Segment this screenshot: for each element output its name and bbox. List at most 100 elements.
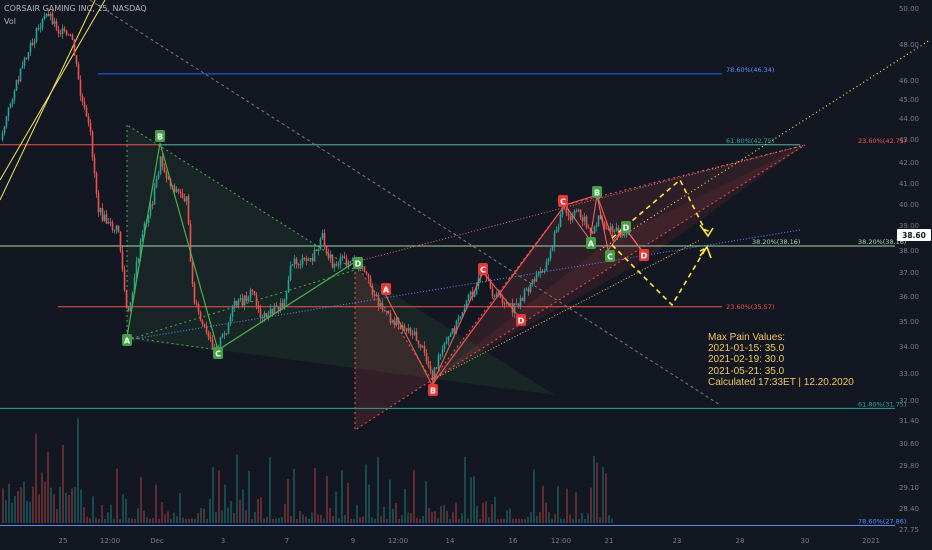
volume-bar [239, 499, 241, 523]
candle-body [291, 264, 294, 266]
candle-body [331, 254, 334, 268]
volume-bar [320, 514, 322, 523]
candle-body [365, 271, 368, 275]
volume-bar [500, 518, 502, 523]
candle-body [113, 229, 116, 231]
volume-bar [530, 512, 532, 523]
candle-body [535, 274, 538, 282]
volume-bar [170, 518, 172, 523]
volume-bar [230, 501, 232, 523]
candle-body [597, 215, 600, 226]
candle-body [463, 308, 466, 313]
candle-body [199, 311, 202, 321]
candle-body [427, 361, 430, 366]
candle-body [3, 126, 6, 134]
candle-body [325, 246, 328, 254]
volume-bar [251, 518, 253, 523]
candle-body [249, 289, 252, 298]
candle-body [303, 257, 306, 259]
volume-bar [605, 473, 607, 523]
y-tick-label: 29.80 [899, 462, 919, 470]
candle-body [271, 308, 274, 315]
y-tick-label: 46.00 [899, 77, 919, 85]
volume-bar [425, 481, 427, 523]
candle-body [311, 257, 314, 262]
candle-body [173, 185, 176, 192]
volume-bar [278, 518, 280, 523]
volume-bar [539, 511, 541, 523]
volume-bar [32, 486, 34, 523]
candle-body [349, 261, 352, 263]
candle-body [603, 221, 606, 227]
volume-bar [491, 504, 493, 523]
candle-body [181, 193, 184, 199]
volume-bar [488, 517, 490, 523]
x-tick-label: 2021 [862, 537, 880, 545]
candle-body [221, 334, 224, 338]
candle-body [299, 264, 302, 266]
volume-bar [431, 512, 433, 523]
candle-body [465, 300, 468, 309]
candle-body [95, 173, 98, 194]
volume-bar [506, 510, 508, 523]
volume-bar [527, 516, 529, 523]
candle-body [613, 231, 616, 233]
volume-bar [215, 512, 217, 523]
candle-body [565, 208, 568, 214]
y-tick-label: 42.00 [899, 159, 919, 167]
y-tick-label: 32.00 [899, 397, 919, 405]
candle-body [421, 346, 424, 348]
candle-body [375, 294, 378, 296]
volume-bar [416, 517, 418, 523]
candle-body [595, 225, 598, 227]
candle-body [231, 307, 234, 317]
candle-body [319, 238, 322, 250]
max-pain-line: Calculated 17:33ET | 12.20.2020 [708, 376, 854, 388]
x-tick-label: 12:00 [100, 537, 120, 545]
candle-body [133, 277, 136, 294]
volume-bar [551, 518, 553, 523]
volume-bar [545, 502, 547, 523]
volume-bar [305, 516, 307, 523]
y-tick-label: 30.60 [899, 440, 919, 448]
volume-bar [533, 469, 535, 523]
candle-body [153, 186, 156, 205]
volume-bar [377, 456, 379, 523]
candle-body [545, 261, 548, 271]
volume-bar [467, 518, 469, 523]
candle-body [567, 213, 570, 216]
volume-bar [287, 478, 289, 523]
y-tick-label: 38.00 [899, 247, 919, 255]
pattern-point-right-text: C [560, 198, 566, 207]
candle-body [617, 227, 620, 237]
volume-bar [380, 516, 382, 523]
volume-bar [536, 515, 538, 523]
candle-body [31, 42, 34, 45]
candle-body [605, 226, 608, 230]
volume-bar [53, 494, 55, 523]
candle-body [99, 208, 102, 213]
candle-body [23, 57, 26, 67]
candle-body [425, 352, 428, 362]
volume-bar [122, 494, 124, 523]
candle-body [77, 64, 80, 80]
candle-body [515, 303, 518, 305]
volume-bar [35, 434, 37, 523]
candle-body [295, 258, 298, 264]
candle-body [437, 355, 440, 369]
volume-bar [284, 503, 286, 523]
volume-bar [68, 495, 70, 523]
volume-bar [410, 512, 412, 523]
candle-body [37, 28, 40, 30]
candle-body [461, 312, 464, 317]
candle-body [345, 258, 348, 266]
volume-bar [164, 514, 166, 523]
volume-bar [485, 501, 487, 523]
x-tick-label: 30 [801, 537, 810, 545]
price-axis [896, 0, 932, 550]
volume-bar [353, 518, 355, 523]
candle-body [371, 286, 374, 295]
candle-body [83, 102, 86, 108]
candle-body [339, 257, 342, 265]
